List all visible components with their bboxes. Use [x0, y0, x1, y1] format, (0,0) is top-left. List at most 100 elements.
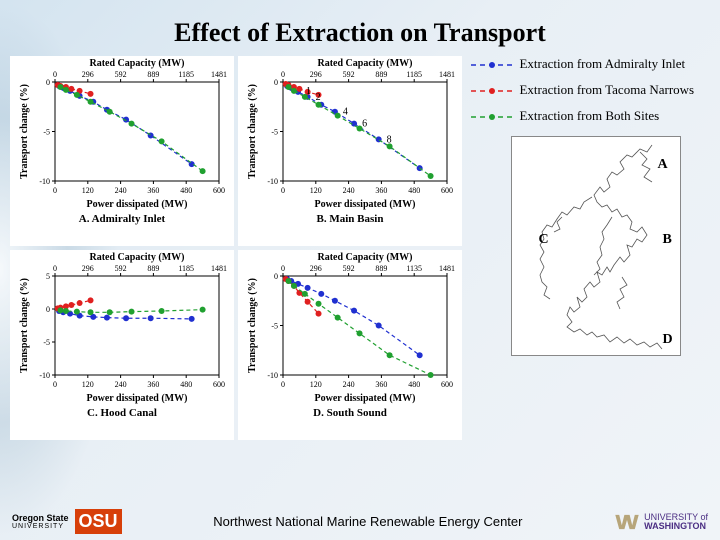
legend-marker-icon [471, 85, 513, 97]
chart-title: B. Main Basin [317, 211, 384, 225]
svg-text:1481: 1481 [439, 264, 455, 273]
svg-text:1: 1 [306, 86, 311, 97]
svg-text:-10: -10 [267, 177, 278, 186]
svg-text:600: 600 [213, 380, 225, 389]
map: A B C D [511, 136, 681, 356]
svg-text:Power dissipated (MW): Power dissipated (MW) [315, 199, 416, 210]
chart-panel-a: Rated Capacity (MW)029659288911851481012… [10, 56, 234, 246]
chart-svg: Rated Capacity (MW)029659288911851481012… [17, 56, 227, 211]
svg-text:0: 0 [281, 264, 285, 273]
svg-text:Transport change (%): Transport change (%) [19, 278, 30, 373]
svg-text:4: 4 [343, 107, 348, 118]
svg-text:480: 480 [408, 380, 420, 389]
legend-label: Extraction from Tacoma Narrows [519, 82, 694, 98]
svg-text:240: 240 [115, 186, 127, 195]
chart-panel-b: Rated Capacity (MW)029659288911851481012… [238, 56, 462, 246]
chart-panel-d: Rated Capacity (MW)029659288911351481012… [238, 250, 462, 440]
svg-text:360: 360 [375, 186, 387, 195]
legend-item-2: Extraction from Both Sites [471, 108, 710, 124]
svg-text:1185: 1185 [178, 264, 194, 273]
svg-text:Power dissipated (MW): Power dissipated (MW) [87, 393, 188, 404]
osu-block: OSU [75, 509, 122, 534]
legend-item-0: Extraction from Admiralty Inlet [471, 56, 710, 72]
chart-panel-c: Rated Capacity (MW)029659288911851481012… [10, 250, 234, 440]
map-label-a: A [657, 157, 667, 173]
uw-w-icon [614, 512, 640, 532]
chart-title: A. Admiralty Inlet [79, 211, 165, 225]
svg-text:889: 889 [147, 264, 159, 273]
svg-text:1135: 1135 [406, 264, 422, 273]
svg-text:360: 360 [147, 186, 159, 195]
svg-text:0: 0 [53, 380, 57, 389]
svg-text:360: 360 [375, 380, 387, 389]
page-title: Effect of Extraction on Transport [0, 0, 720, 56]
svg-text:889: 889 [375, 264, 387, 273]
svg-text:592: 592 [115, 70, 127, 79]
svg-text:296: 296 [310, 70, 322, 79]
osu-name: Oregon State UNIVERSITY [12, 513, 69, 530]
svg-text:240: 240 [343, 380, 355, 389]
svg-text:-5: -5 [271, 128, 278, 137]
svg-text:592: 592 [115, 264, 127, 273]
footer: Oregon State UNIVERSITY OSU Northwest Na… [0, 509, 720, 534]
svg-text:296: 296 [82, 70, 94, 79]
svg-text:Rated Capacity (MW): Rated Capacity (MW) [318, 252, 413, 263]
map-label-c: C [538, 232, 548, 248]
svg-text:0: 0 [281, 380, 285, 389]
svg-text:1481: 1481 [211, 70, 227, 79]
svg-text:296: 296 [82, 264, 94, 273]
svg-text:Power dissipated (MW): Power dissipated (MW) [315, 393, 416, 404]
uw-logo: UNIVERSITY of WASHINGTON [614, 512, 708, 532]
svg-text:-10: -10 [39, 177, 50, 186]
svg-text:0: 0 [53, 264, 57, 273]
svg-text:6: 6 [362, 119, 367, 130]
svg-text:0: 0 [274, 78, 278, 87]
svg-text:-10: -10 [267, 371, 278, 380]
svg-text:480: 480 [180, 380, 192, 389]
right-column: Extraction from Admiralty Inlet Extracti… [463, 56, 710, 440]
svg-text:Rated Capacity (MW): Rated Capacity (MW) [90, 252, 185, 263]
svg-text:240: 240 [343, 186, 355, 195]
svg-text:5: 5 [46, 272, 50, 281]
svg-text:Rated Capacity (MW): Rated Capacity (MW) [318, 58, 413, 69]
chart-svg: Rated Capacity (MW)029659288911851481012… [17, 250, 227, 405]
svg-text:480: 480 [408, 186, 420, 195]
svg-text:8: 8 [387, 134, 392, 145]
svg-text:-5: -5 [43, 128, 50, 137]
map-label-d: D [662, 332, 672, 348]
footer-center-text: Northwest National Marine Renewable Ener… [213, 514, 522, 529]
legend-marker-icon [471, 59, 513, 71]
svg-text:600: 600 [213, 186, 225, 195]
chart-svg: Rated Capacity (MW)029659288911351481012… [245, 250, 455, 405]
svg-text:2: 2 [316, 92, 321, 103]
svg-text:0: 0 [274, 272, 278, 281]
svg-text:600: 600 [441, 380, 453, 389]
svg-text:0: 0 [281, 70, 285, 79]
svg-text:Power dissipated (MW): Power dissipated (MW) [87, 199, 188, 210]
svg-text:-5: -5 [271, 322, 278, 331]
legend-label: Extraction from Both Sites [519, 108, 659, 124]
svg-text:0: 0 [53, 70, 57, 79]
svg-text:889: 889 [375, 70, 387, 79]
charts-column: Rated Capacity (MW)029659288911851481012… [10, 56, 463, 440]
svg-text:480: 480 [180, 186, 192, 195]
legend-marker-icon [471, 111, 513, 123]
svg-text:296: 296 [310, 264, 322, 273]
svg-text:0: 0 [281, 186, 285, 195]
chart-title: C. Hood Canal [87, 405, 157, 419]
svg-text:592: 592 [343, 264, 355, 273]
legend: Extraction from Admiralty Inlet Extracti… [471, 56, 710, 124]
svg-text:120: 120 [82, 380, 94, 389]
svg-text:-5: -5 [43, 338, 50, 347]
chart-title: D. South Sound [313, 405, 387, 419]
svg-text:592: 592 [343, 70, 355, 79]
legend-item-1: Extraction from Tacoma Narrows [471, 82, 710, 98]
svg-text:Rated Capacity (MW): Rated Capacity (MW) [90, 58, 185, 69]
chart-svg: Rated Capacity (MW)029659288911851481012… [245, 56, 455, 211]
uw-text: UNIVERSITY of WASHINGTON [644, 513, 708, 531]
svg-text:0: 0 [53, 186, 57, 195]
svg-text:889: 889 [147, 70, 159, 79]
svg-text:Transport change (%): Transport change (%) [19, 84, 30, 179]
svg-text:120: 120 [82, 186, 94, 195]
map-label-b: B [662, 232, 671, 248]
